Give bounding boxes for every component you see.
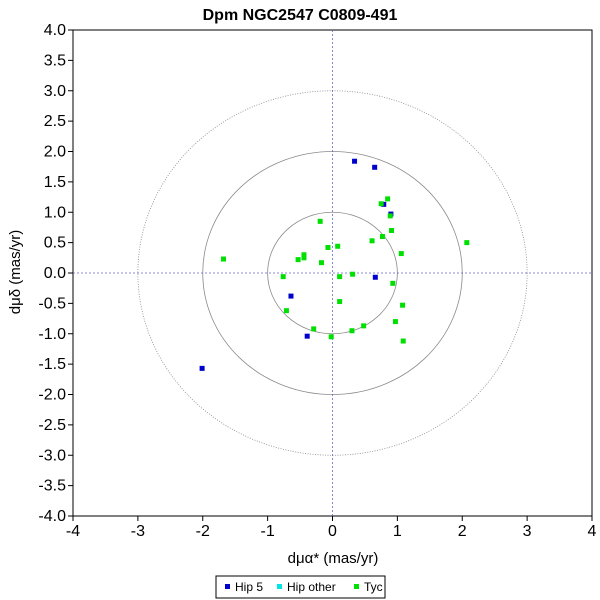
data-point bbox=[381, 201, 387, 207]
legend-label: Hip other bbox=[287, 580, 336, 594]
y-tick-label: 3.5 bbox=[44, 52, 66, 69]
y-tick-label: -3.0 bbox=[38, 447, 66, 464]
x-tick-label: 1 bbox=[393, 523, 402, 540]
x-tick-label: -3 bbox=[131, 523, 145, 540]
y-tick-label: 0.5 bbox=[44, 235, 66, 252]
y-tick-label: 1.0 bbox=[44, 204, 66, 221]
data-point bbox=[337, 299, 343, 305]
x-tick-label: 3 bbox=[523, 523, 532, 540]
data-point bbox=[372, 274, 378, 280]
data-point bbox=[372, 164, 378, 170]
data-point bbox=[301, 255, 307, 261]
data-point bbox=[349, 328, 355, 334]
data-point bbox=[304, 333, 310, 339]
x-axis-label: dμα* (mas/yr) bbox=[288, 550, 379, 567]
x-tick-label: 4 bbox=[588, 523, 597, 540]
chart-title: Dpm NGC2547 C0809-491 bbox=[203, 7, 398, 24]
y-tick-label: 2.5 bbox=[44, 113, 66, 130]
y-tick-label: -4.0 bbox=[38, 508, 66, 525]
data-point bbox=[350, 271, 356, 277]
data-point bbox=[317, 218, 323, 224]
y-tick-label: 0.0 bbox=[44, 265, 66, 282]
data-point bbox=[311, 326, 317, 332]
y-tick-label: -0.5 bbox=[38, 295, 66, 312]
y-tick-label: -2.5 bbox=[38, 417, 66, 434]
y-tick-label: 4.0 bbox=[44, 22, 66, 39]
data-point bbox=[378, 201, 384, 207]
data-point bbox=[390, 280, 396, 286]
data-point bbox=[400, 302, 406, 308]
axes: -4 -3 -2 -1 0 1 2 3 4 4.0 3.5 3.0 2.5 2.0 1.5 1.0 0.5 0.0… bbox=[38, 22, 596, 540]
data-point bbox=[392, 319, 398, 325]
x-tick-label: 2 bbox=[458, 523, 467, 540]
legend-marker bbox=[225, 584, 230, 589]
data-point bbox=[400, 338, 406, 344]
data-point bbox=[352, 158, 358, 164]
data-point bbox=[369, 238, 375, 244]
y-tick-label: 1.5 bbox=[44, 174, 66, 191]
data-point bbox=[325, 244, 331, 250]
plot-area bbox=[72, 29, 593, 517]
x-tick-label: 0 bbox=[328, 523, 337, 540]
data-point bbox=[387, 213, 393, 219]
data-point bbox=[288, 293, 294, 299]
legend-box bbox=[215, 575, 386, 599]
series-tyc bbox=[221, 196, 470, 344]
data-points bbox=[199, 158, 470, 371]
y-tick-label: -1.0 bbox=[38, 326, 66, 343]
data-point bbox=[398, 251, 404, 257]
legend-label: Hip 5 bbox=[235, 580, 263, 594]
legend-marker bbox=[354, 584, 359, 589]
y-axis-label: dμδ (mas/yr) bbox=[7, 230, 24, 315]
data-point bbox=[389, 227, 395, 233]
data-point bbox=[337, 274, 343, 280]
legend-label: Tyc bbox=[364, 580, 383, 594]
data-point bbox=[295, 257, 301, 263]
y-tick-label: -2.0 bbox=[38, 387, 66, 404]
data-point bbox=[199, 365, 205, 371]
data-point bbox=[301, 252, 307, 258]
legend-marker bbox=[277, 584, 282, 589]
x-tick-label: -4 bbox=[66, 523, 80, 540]
data-point bbox=[318, 260, 324, 266]
y-tick-label: 3.0 bbox=[44, 83, 66, 100]
data-point bbox=[335, 243, 341, 249]
data-point bbox=[379, 234, 385, 240]
x-tick-label: -2 bbox=[196, 523, 210, 540]
y-tick-label: -1.5 bbox=[38, 356, 66, 373]
data-point bbox=[328, 334, 334, 340]
y-tick-label: -3.5 bbox=[38, 478, 66, 495]
data-point bbox=[283, 308, 289, 314]
x-tick-label: -1 bbox=[261, 523, 275, 540]
data-point bbox=[221, 256, 227, 262]
data-point bbox=[280, 274, 286, 280]
data-point bbox=[464, 240, 470, 246]
data-point bbox=[385, 196, 391, 202]
legend: Hip 5 Hip other Tyc bbox=[215, 575, 386, 599]
data-point bbox=[361, 323, 367, 329]
y-tick-label: 2.0 bbox=[44, 144, 66, 161]
